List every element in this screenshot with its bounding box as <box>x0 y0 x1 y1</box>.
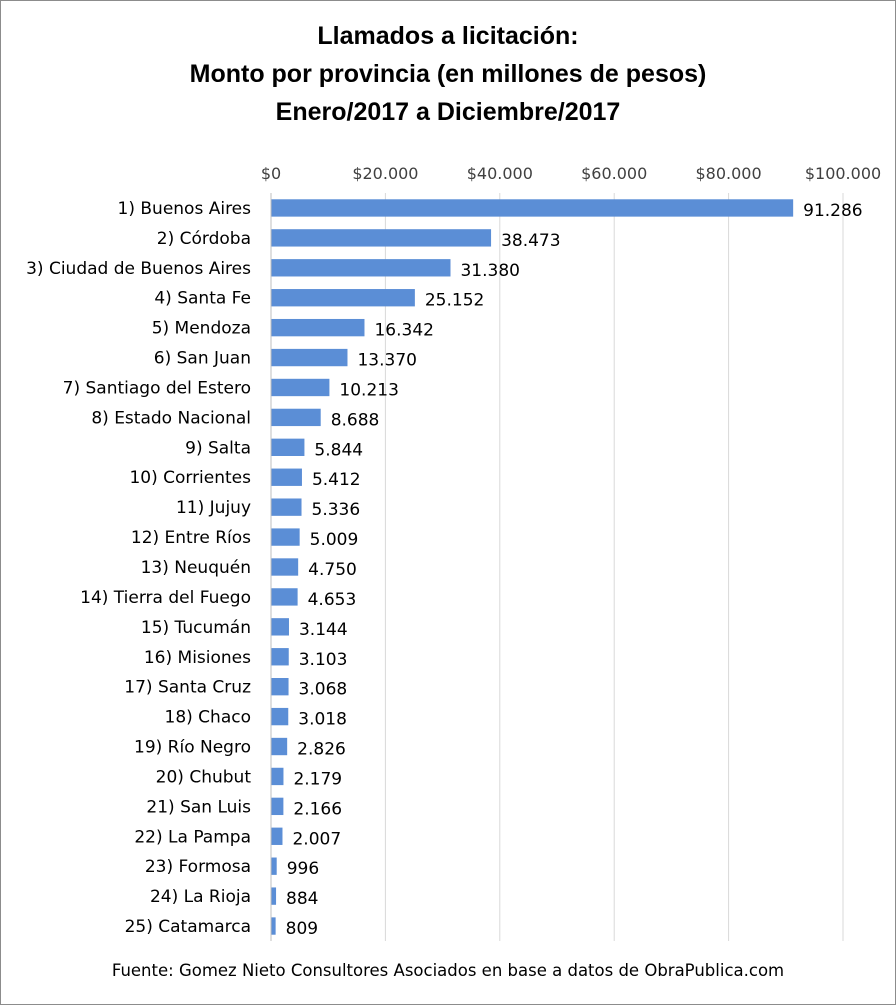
category-label: 15) Tucumán <box>141 618 251 638</box>
x-tick-label: $0 <box>261 164 281 183</box>
bar <box>271 438 305 456</box>
bar <box>271 648 289 666</box>
category-label: 19) Río Negro <box>134 738 251 758</box>
bar <box>271 468 302 486</box>
category-label: 6) San Juan <box>154 349 251 369</box>
bar <box>271 827 283 845</box>
data-label: 38.473 <box>501 231 560 251</box>
data-label: 4.653 <box>308 590 357 610</box>
category-label: 16) Misiones <box>144 648 251 668</box>
data-label: 13.370 <box>357 351 416 371</box>
category-label: 20) Chubut <box>156 767 252 787</box>
category-label: 21) San Luis <box>146 797 251 817</box>
category-label: 9) Salta <box>185 438 251 458</box>
source-note: Fuente: Gomez Nieto Consultores Asociado… <box>111 961 785 980</box>
category-label: 23) Formosa <box>145 857 251 877</box>
category-label: 7) Santiago del Estero <box>63 378 251 398</box>
data-label: 5.336 <box>312 500 361 520</box>
bar <box>271 588 298 606</box>
bar <box>271 199 794 217</box>
bar <box>271 289 415 307</box>
chart-title-line-1: Llamados a licitación: <box>317 22 579 50</box>
x-tick-label: $100.000 <box>805 164 881 183</box>
category-label: 11) Jujuy <box>176 498 251 518</box>
category-label: 14) Tierra del Fuego <box>80 588 251 608</box>
bar <box>271 737 288 756</box>
data-label: 2.166 <box>293 799 342 819</box>
category-label: 2) Córdoba <box>157 229 251 249</box>
data-label: 996 <box>287 859 319 879</box>
data-label: 884 <box>286 889 318 909</box>
category-label: 24) La Rioja <box>150 887 251 907</box>
category-label: 1) Buenos Aires <box>118 199 252 219</box>
bar <box>271 618 289 636</box>
category-label: 3) Ciudad de Buenos Aires <box>26 259 251 279</box>
category-label: 25) Catamarca <box>125 917 251 937</box>
data-label: 16.342 <box>374 321 433 341</box>
x-tick-label: $20.000 <box>352 164 418 183</box>
data-label: 2.179 <box>293 769 342 789</box>
category-label: 13) Neuquén <box>141 558 251 578</box>
x-tick-label: $60.000 <box>581 164 647 183</box>
data-label: 5.412 <box>312 470 361 490</box>
bar <box>271 857 277 875</box>
data-label: 2.007 <box>292 829 341 849</box>
chart-title-line-3: Enero/2017 a Diciembre/2017 <box>275 98 621 126</box>
category-label: 22) La Pampa <box>134 827 251 847</box>
bar <box>271 229 492 247</box>
bar <box>271 259 451 277</box>
category-label: 10) Corrientes <box>129 468 251 488</box>
data-label: 5.844 <box>314 440 363 460</box>
data-label: 2.826 <box>297 740 346 760</box>
data-label: 31.380 <box>460 261 519 281</box>
data-label: 3.068 <box>299 680 348 700</box>
data-label: 91.286 <box>803 201 862 221</box>
bar <box>271 348 348 367</box>
data-label: 3.144 <box>299 620 348 640</box>
bar <box>271 318 365 337</box>
data-label: 809 <box>286 919 318 939</box>
data-label: 4.750 <box>308 560 357 580</box>
data-label: 5.009 <box>310 530 359 550</box>
data-label: 8.688 <box>331 410 380 430</box>
bar <box>271 887 277 905</box>
data-label: 3.018 <box>298 710 347 730</box>
bar <box>271 498 302 516</box>
category-label: 17) Santa Cruz <box>124 678 251 698</box>
data-label: 25.152 <box>425 291 484 311</box>
data-label: 3.103 <box>299 650 348 670</box>
bar <box>271 558 299 576</box>
chart-title-line-2: Monto por provincia (en millones de peso… <box>189 60 707 88</box>
category-label: 18) Chaco <box>165 708 251 728</box>
x-tick-label: $80.000 <box>696 164 762 183</box>
bar <box>271 408 321 427</box>
bar <box>271 917 276 935</box>
bar <box>271 528 300 546</box>
category-label: 5) Mendoza <box>152 319 251 339</box>
category-label: 4) Santa Fe <box>154 289 251 309</box>
category-label: 8) Estado Nacional <box>91 408 251 428</box>
bar <box>271 767 284 786</box>
bar <box>271 378 330 397</box>
bar <box>271 707 289 726</box>
category-label: 12) Entre Ríos <box>131 528 251 548</box>
bar <box>271 678 289 696</box>
bar <box>271 797 284 816</box>
x-tick-label: $40.000 <box>467 164 533 183</box>
data-label: 10.213 <box>339 380 398 400</box>
